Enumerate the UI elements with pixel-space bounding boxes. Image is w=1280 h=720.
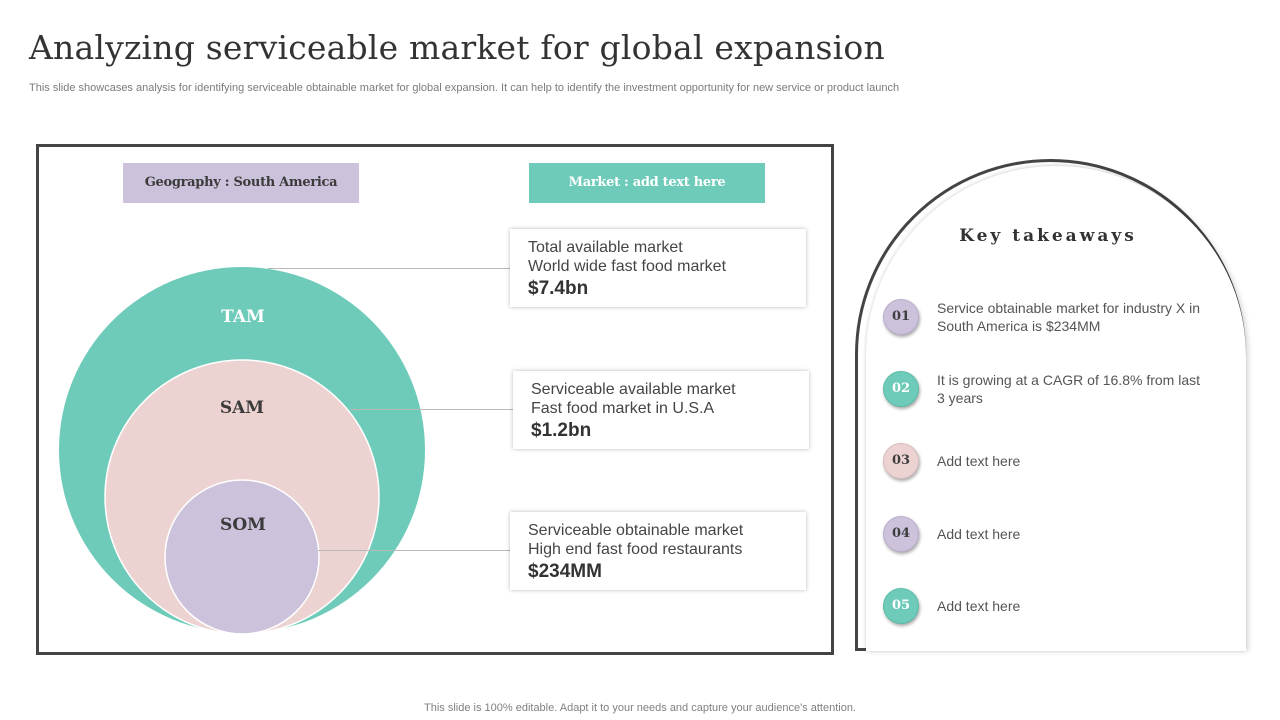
market-value: $7.4bn [528, 278, 589, 299]
tam-label: TAM [221, 307, 265, 327]
takeaway-item: 01 Service obtainable market for industr… [883, 299, 1213, 339]
footer-note: This slide is 100% editable. Adapt it to… [424, 702, 856, 714]
page-title: Analyzing serviceable market for global … [29, 28, 885, 67]
market-value: $1.2bn [531, 420, 592, 441]
market-name: Serviceable available market [531, 381, 736, 398]
market-name: Total available market [528, 239, 683, 256]
takeaway-number-badge: 01 [883, 299, 919, 335]
market-value: $234MM [528, 561, 602, 582]
tam-connector [268, 268, 510, 269]
sam-connector [350, 409, 513, 410]
market-description: World wide fast food market [528, 258, 727, 275]
som-circle [164, 479, 320, 635]
takeaway-number-badge: 02 [883, 371, 919, 407]
takeaway-item: 03 Add text here [883, 443, 1213, 483]
takeaway-text: Add text here [937, 453, 1021, 469]
market-description: Fast food market in U.S.A [531, 400, 715, 417]
takeaway-number-badge: 03 [883, 443, 919, 479]
takeaway-text: It is growing at a CAGR of 16.8% from la… [937, 372, 1200, 406]
market-name: Serviceable obtainable market [528, 522, 744, 539]
market-tag: Market : add text here [529, 163, 765, 203]
som-label: SOM [220, 515, 266, 535]
takeaway-item: 04 Add text here [883, 516, 1213, 556]
takeaway-text: Add text here [937, 598, 1021, 614]
takeaway-number-badge: 04 [883, 516, 919, 552]
som-info-box: Serviceable obtainable market High end f… [510, 512, 806, 590]
market-description: High end fast food restaurants [528, 541, 743, 558]
sam-info-box: Serviceable available market Fast food m… [513, 371, 809, 449]
takeaway-text: Service obtainable market for industry X… [937, 300, 1201, 334]
sam-label: SAM [220, 398, 264, 418]
takeaway-item: 02 It is growing at a CAGR of 16.8% from… [883, 371, 1213, 411]
takeaway-item: 05 Add text here [883, 588, 1213, 628]
page-subtitle: This slide showcases analysis for identi… [29, 82, 900, 94]
tam-info-box: Total available market World wide fast f… [510, 229, 806, 307]
geography-tag: Geography : South America [123, 163, 359, 203]
takeaway-text: Add text here [937, 526, 1021, 542]
som-connector [318, 550, 510, 551]
key-takeaways-panel [866, 166, 1246, 651]
takeaway-number-badge: 05 [883, 588, 919, 624]
key-takeaways-title: Key takeaways [959, 226, 1137, 246]
